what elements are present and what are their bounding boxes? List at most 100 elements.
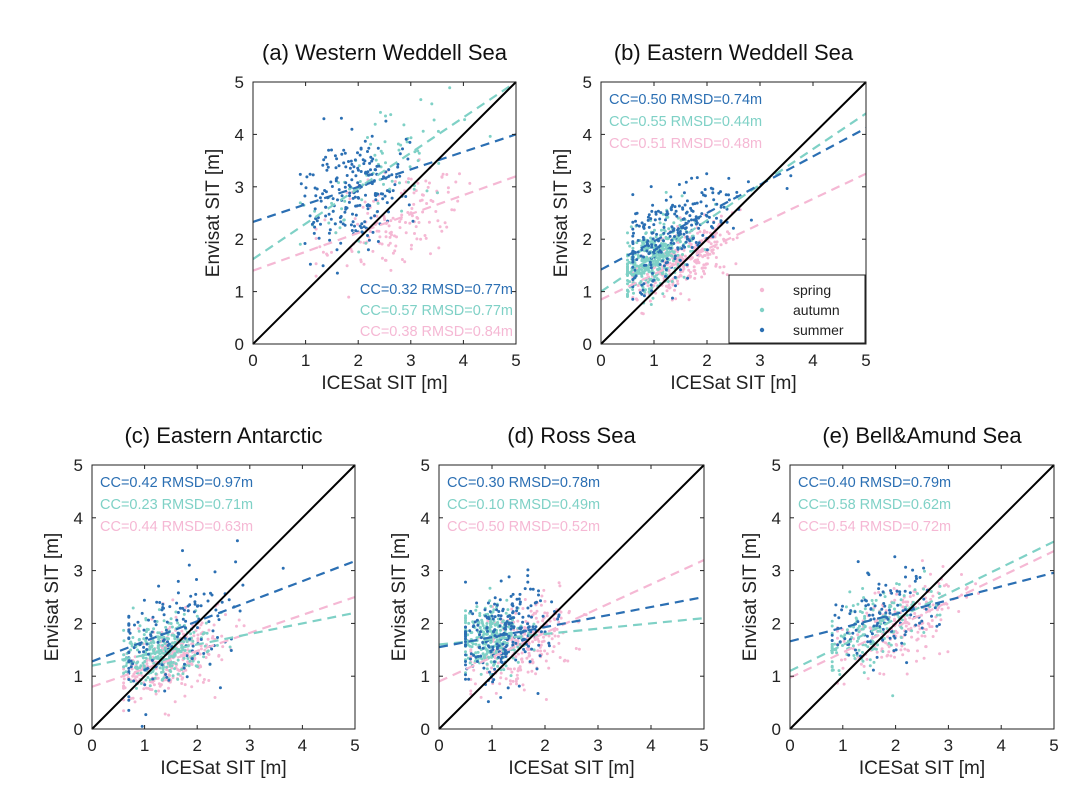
- point-summer: [537, 643, 541, 647]
- point-summer: [870, 632, 874, 636]
- point-spring: [350, 250, 354, 253]
- point-autumn: [479, 672, 483, 676]
- point-autumn: [464, 609, 467, 613]
- point-autumn: [167, 637, 170, 641]
- point-summer: [497, 614, 501, 617]
- point-summer: [161, 602, 165, 606]
- point-summer: [315, 187, 319, 191]
- point-summer: [631, 285, 635, 289]
- point-spring: [931, 594, 935, 598]
- point-summer: [677, 204, 681, 208]
- point-summer: [922, 597, 926, 601]
- point-spring: [529, 609, 533, 613]
- point-autumn: [651, 296, 655, 300]
- point-summer: [547, 641, 551, 645]
- point-summer: [373, 214, 377, 218]
- point-spring: [469, 692, 473, 696]
- point-autumn: [639, 280, 643, 283]
- point-summer: [557, 613, 561, 617]
- point-summer: [336, 198, 339, 202]
- point-summer: [493, 602, 497, 606]
- point-summer: [303, 242, 307, 245]
- point-summer: [886, 617, 890, 621]
- point-summer: [869, 607, 873, 611]
- point-autumn: [148, 678, 152, 682]
- point-summer: [673, 257, 677, 261]
- point-summer: [381, 197, 385, 201]
- point-spring: [539, 649, 543, 653]
- point-summer: [330, 148, 333, 152]
- point-summer: [937, 623, 941, 626]
- point-autumn: [148, 684, 152, 688]
- point-summer: [665, 257, 669, 261]
- point-spring: [562, 659, 566, 663]
- point-summer: [521, 615, 525, 619]
- fit-line-autumn: [92, 611, 355, 667]
- point-spring: [426, 185, 430, 189]
- fit-line-summer: [601, 127, 866, 271]
- point-spring: [716, 246, 720, 250]
- point-summer: [314, 217, 318, 221]
- point-summer: [349, 159, 353, 163]
- point-spring: [692, 265, 696, 269]
- point-summer: [639, 254, 643, 258]
- point-summer: [880, 607, 884, 611]
- point-summer: [504, 625, 508, 628]
- point-summer: [635, 258, 639, 262]
- point-spring: [410, 214, 414, 218]
- point-summer: [848, 612, 852, 616]
- point-summer: [358, 203, 362, 207]
- point-spring: [682, 248, 686, 252]
- point-spring: [934, 629, 938, 633]
- point-summer: [685, 199, 689, 203]
- point-autumn: [174, 662, 178, 666]
- point-autumn: [408, 165, 412, 169]
- point-summer: [895, 589, 899, 593]
- point-autumn: [192, 630, 196, 634]
- point-spring: [515, 673, 519, 677]
- point-summer: [333, 154, 337, 158]
- point-autumn: [852, 625, 856, 629]
- point-summer: [156, 640, 160, 644]
- point-spring: [201, 680, 205, 684]
- point-autumn: [486, 612, 490, 616]
- point-autumn: [672, 250, 676, 254]
- point-spring: [574, 647, 578, 650]
- point-summer: [866, 603, 870, 607]
- point-spring: [154, 692, 158, 696]
- point-summer: [162, 606, 165, 610]
- point-summer: [669, 195, 673, 199]
- point-autumn: [463, 118, 467, 122]
- point-spring: [542, 588, 546, 592]
- scatter-points: [298, 86, 492, 299]
- point-summer: [182, 666, 186, 670]
- point-autumn: [174, 610, 178, 614]
- point-spring: [646, 284, 650, 288]
- point-summer: [474, 655, 478, 659]
- point-autumn: [868, 664, 872, 668]
- point-autumn: [176, 658, 180, 662]
- point-autumn: [902, 642, 906, 646]
- point-spring: [662, 295, 666, 298]
- point-summer: [888, 611, 892, 615]
- point-spring: [908, 584, 912, 588]
- point-summer: [833, 613, 837, 617]
- point-spring: [190, 642, 194, 646]
- panel-title: (b) Eastern Weddell Sea: [614, 40, 854, 65]
- point-spring: [514, 611, 518, 615]
- point-summer: [849, 609, 853, 613]
- point-autumn: [938, 613, 942, 617]
- point-autumn: [874, 598, 878, 602]
- point-autumn: [174, 646, 177, 650]
- point-summer: [651, 237, 655, 241]
- point-summer: [350, 127, 354, 131]
- point-autumn: [172, 633, 176, 637]
- point-summer: [682, 232, 686, 236]
- point-autumn: [670, 254, 674, 258]
- point-spring: [526, 670, 530, 674]
- point-summer: [526, 580, 530, 584]
- point-summer: [735, 190, 739, 194]
- point-autumn: [649, 236, 653, 240]
- point-autumn: [664, 237, 668, 241]
